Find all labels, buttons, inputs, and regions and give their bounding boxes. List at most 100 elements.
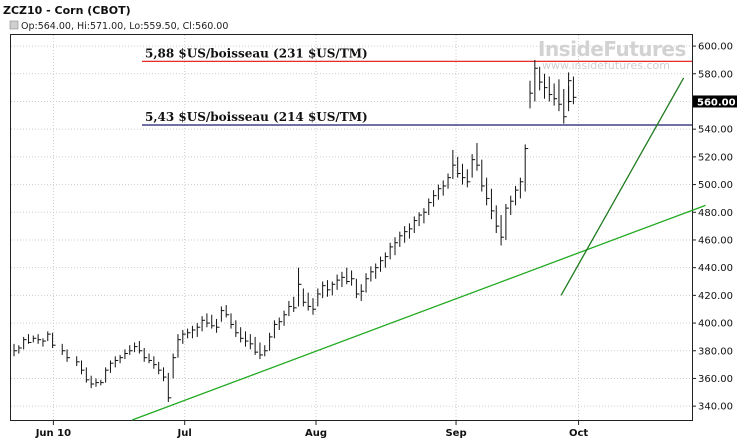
price-bar xyxy=(433,190,437,207)
y-tick-label: 360.00 xyxy=(698,374,733,385)
price-bar xyxy=(13,343,17,357)
price-bar xyxy=(167,372,172,402)
price-bar xyxy=(563,89,567,124)
price-bar xyxy=(351,270,355,286)
price-bar xyxy=(134,342,138,353)
price-bar xyxy=(437,184,442,200)
price-bar xyxy=(447,173,452,189)
price-bar xyxy=(365,273,370,293)
price-bar xyxy=(206,313,210,328)
price-bar xyxy=(553,83,558,106)
price-bar xyxy=(114,356,119,368)
price-bar xyxy=(481,159,485,192)
price-bar xyxy=(394,237,398,256)
price-bar xyxy=(389,242,394,260)
y-tick-label: 400.00 xyxy=(698,319,733,330)
price-bar xyxy=(380,256,384,272)
price-bar xyxy=(510,195,514,216)
trendline xyxy=(131,204,706,421)
price-bar xyxy=(423,208,427,224)
price-bar xyxy=(283,310,288,326)
price-bar xyxy=(307,292,312,311)
price-bar xyxy=(273,320,278,339)
price-bar xyxy=(529,80,534,109)
price-bar xyxy=(331,281,336,296)
last-price-label: 560.00 xyxy=(697,97,736,108)
price-bar xyxy=(486,177,490,206)
price-bar xyxy=(196,323,201,337)
price-bar xyxy=(548,76,553,102)
price-bar xyxy=(500,215,505,246)
price-bar xyxy=(235,320,239,337)
price-bar xyxy=(191,325,196,339)
y-tick-label: 420.00 xyxy=(698,291,733,302)
x-tick-label: Oct xyxy=(569,428,588,439)
price-bar xyxy=(148,353,153,364)
price-bar xyxy=(158,361,162,375)
x-tick-label: Aug xyxy=(305,428,327,439)
price-bar xyxy=(201,316,206,332)
price-bar xyxy=(37,334,42,344)
y-tick-label: 440.00 xyxy=(698,263,733,274)
price-bar xyxy=(442,180,447,196)
price-bar xyxy=(182,329,186,344)
price-bar xyxy=(490,188,495,220)
price-bar xyxy=(85,367,90,383)
price-bar xyxy=(225,305,230,318)
price-bar xyxy=(519,177,524,199)
price-bar xyxy=(572,76,577,105)
price-bar xyxy=(100,379,104,386)
price-bar xyxy=(52,332,56,348)
price-bar xyxy=(244,331,249,347)
price-bars xyxy=(13,59,577,402)
price-bar xyxy=(466,169,471,188)
price-bar xyxy=(413,216,418,234)
price-bar xyxy=(288,300,292,317)
price-bar xyxy=(187,328,191,339)
price-levels: 5,88 $US/boisseau (231 $US/TM) 5,43 $US/b… xyxy=(142,46,692,126)
price-bar xyxy=(32,335,37,343)
price-bar xyxy=(124,349,128,360)
price-bar xyxy=(408,223,413,239)
trendline xyxy=(560,77,685,296)
price-bar xyxy=(95,378,99,387)
price-bar xyxy=(452,149,456,180)
price-bar xyxy=(471,154,476,178)
price-bar xyxy=(543,73,548,99)
price-bar xyxy=(312,298,317,315)
price-bar xyxy=(384,252,389,268)
price-bar xyxy=(524,144,529,192)
price-bar xyxy=(138,341,143,354)
price-bar xyxy=(428,198,432,216)
price-bar xyxy=(76,356,80,366)
price-bar xyxy=(568,86,572,103)
ohlc-marker-icon xyxy=(9,20,19,30)
y-tick-label: 520.00 xyxy=(698,152,733,163)
price-bar xyxy=(105,367,109,383)
price-bar xyxy=(61,343,66,355)
watermark-url: www.insidefutures.com xyxy=(542,59,670,72)
watermark-brand: InsideFutures xyxy=(538,37,686,61)
y-tick-label: 540.00 xyxy=(698,125,733,136)
price-bar xyxy=(269,332,273,351)
price-bar xyxy=(23,336,27,350)
price-bar xyxy=(172,353,177,379)
price-bar xyxy=(47,331,51,342)
price-bar xyxy=(317,288,321,307)
price-bar xyxy=(457,156,461,178)
x-tick-label: Sep xyxy=(445,428,466,439)
price-bar xyxy=(495,205,500,234)
y-tick-label: 500.00 xyxy=(698,180,733,191)
y-tick-label: 340.00 xyxy=(698,402,733,413)
price-bar xyxy=(360,284,365,301)
y-axis: 340.00 360.00 380.00 400.00 420.00 440.00 460.… xyxy=(692,42,733,413)
price-bar xyxy=(404,226,408,243)
price-bar xyxy=(163,367,167,382)
price-bar xyxy=(355,278,360,299)
chart-title: ZCZ10 - Corn (CBOT) xyxy=(3,4,131,17)
price-bar xyxy=(259,342,263,360)
x-axis: Jun 10 Jul Aug Sep Oct xyxy=(35,420,588,439)
price-bar xyxy=(322,281,326,299)
plot-area xyxy=(10,34,693,421)
